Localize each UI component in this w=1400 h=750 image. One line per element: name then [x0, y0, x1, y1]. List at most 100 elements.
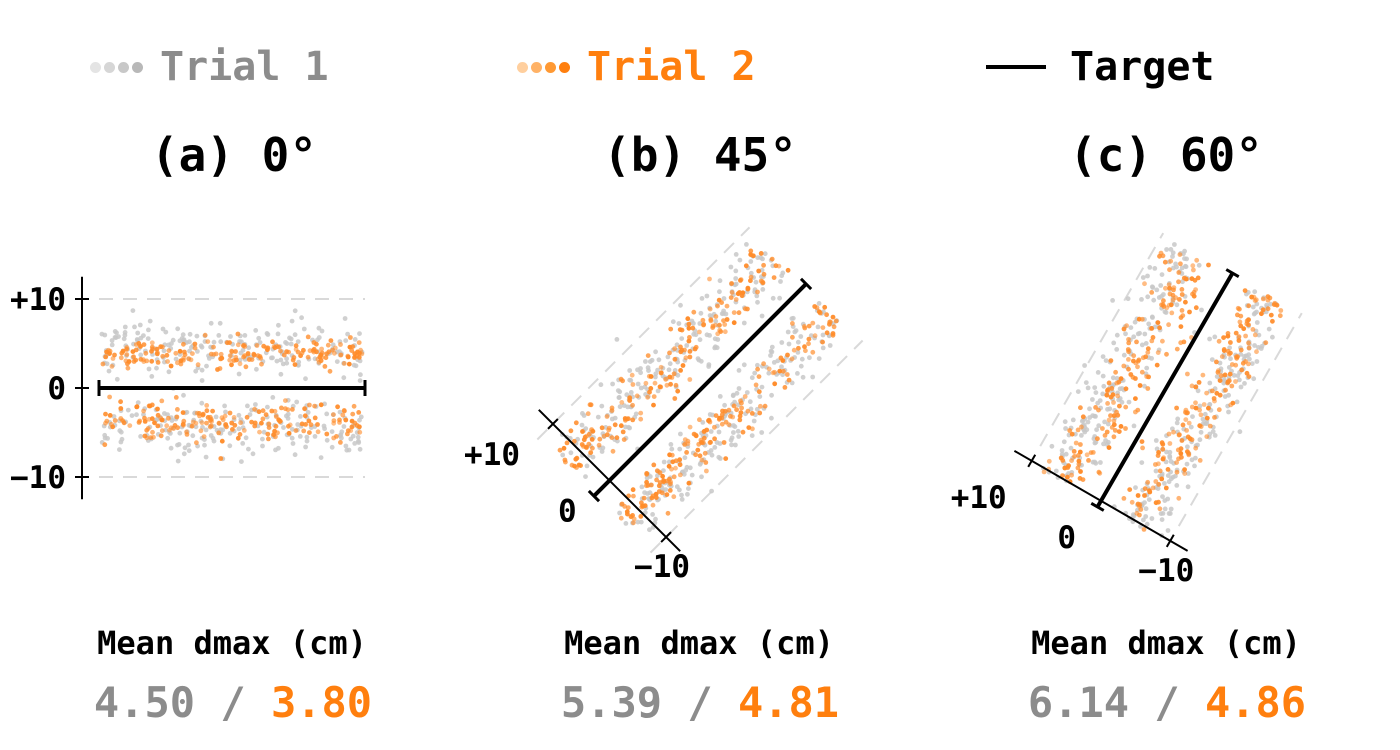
data-point	[1227, 371, 1233, 377]
data-point	[1204, 434, 1210, 439]
data-point	[1242, 381, 1247, 386]
data-point	[628, 514, 634, 520]
data-point	[199, 367, 205, 373]
data-point	[192, 341, 198, 347]
data-point	[227, 340, 232, 345]
data-point	[615, 388, 621, 393]
data-point	[682, 347, 687, 353]
data-point	[266, 425, 272, 430]
data-point	[1061, 439, 1067, 445]
data-point	[1058, 455, 1064, 461]
data-point	[1075, 427, 1081, 433]
data-point	[827, 343, 833, 348]
data-point	[331, 420, 337, 426]
data-point	[211, 339, 217, 345]
data-point	[175, 326, 181, 332]
data-point	[1129, 499, 1135, 505]
data-point	[762, 251, 768, 257]
data-point	[356, 438, 361, 444]
data-point	[1198, 412, 1204, 418]
data-point	[1131, 334, 1137, 340]
data-point	[1133, 409, 1138, 415]
data-point	[181, 418, 187, 424]
data-point	[327, 368, 333, 374]
data-point	[1117, 403, 1122, 409]
data-point	[731, 403, 737, 409]
data-point	[1145, 386, 1151, 391]
data-point	[1133, 396, 1138, 401]
data-point	[704, 427, 710, 433]
data-point	[1162, 498, 1168, 503]
data-point	[289, 435, 295, 441]
data-point	[1174, 460, 1179, 465]
data-point	[144, 427, 150, 433]
data-point	[1243, 333, 1248, 339]
data-point	[316, 325, 322, 331]
data-point	[713, 318, 719, 324]
data-point	[737, 417, 743, 423]
data-point	[202, 332, 208, 338]
data-point	[218, 351, 224, 357]
data-point	[808, 333, 814, 338]
data-point	[1206, 405, 1211, 411]
data-point	[802, 344, 807, 350]
data-point	[638, 519, 644, 525]
data-point	[759, 430, 765, 435]
data-point	[293, 343, 299, 349]
data-point	[193, 424, 199, 430]
data-point	[1167, 511, 1173, 516]
data-point	[1252, 332, 1258, 338]
data-point	[1200, 372, 1206, 378]
data-point	[779, 340, 785, 345]
data-point	[755, 362, 760, 368]
data-point	[1063, 426, 1068, 431]
data-point	[708, 429, 714, 434]
data-point	[1121, 496, 1127, 501]
data-point	[1105, 401, 1110, 406]
data-point	[1183, 407, 1189, 413]
data-point	[660, 473, 665, 479]
legend-target: Target	[986, 42, 1215, 92]
data-point	[237, 357, 243, 363]
data-point	[1189, 383, 1195, 389]
data-point	[1083, 380, 1089, 385]
data-point	[1238, 347, 1244, 353]
data-point	[184, 432, 190, 437]
data-point	[685, 491, 690, 497]
data-point	[1080, 414, 1086, 420]
data-point	[229, 349, 235, 355]
data-point	[1209, 357, 1215, 362]
data-point	[679, 336, 685, 341]
data-point	[1171, 429, 1176, 435]
data-point	[726, 422, 732, 428]
data-point	[1168, 247, 1174, 252]
data-point	[1090, 450, 1096, 455]
data-point	[1111, 340, 1117, 346]
data-point	[697, 329, 702, 335]
data-point	[1228, 340, 1233, 345]
data-point	[1225, 331, 1231, 336]
data-point	[1231, 373, 1237, 378]
data-point	[757, 394, 763, 399]
data-point	[1206, 262, 1211, 268]
data-point	[263, 412, 269, 418]
data-point	[1217, 392, 1223, 398]
data-point	[795, 339, 801, 345]
data-point	[1278, 308, 1284, 313]
data-point	[703, 460, 709, 465]
data-point	[586, 431, 592, 437]
data-point	[203, 454, 209, 460]
data-point	[1104, 429, 1110, 435]
data-point	[723, 311, 729, 317]
data-point	[1246, 303, 1252, 309]
panel-b-plot: +10 0 −10	[464, 226, 864, 585]
data-point	[1184, 428, 1189, 433]
data-point	[1246, 352, 1252, 358]
data-point	[719, 311, 725, 317]
data-point	[239, 459, 244, 464]
data-point	[227, 430, 233, 436]
data-point	[1197, 458, 1203, 463]
target-end-tick	[587, 489, 601, 503]
data-point	[1135, 364, 1140, 370]
data-point	[227, 410, 233, 416]
